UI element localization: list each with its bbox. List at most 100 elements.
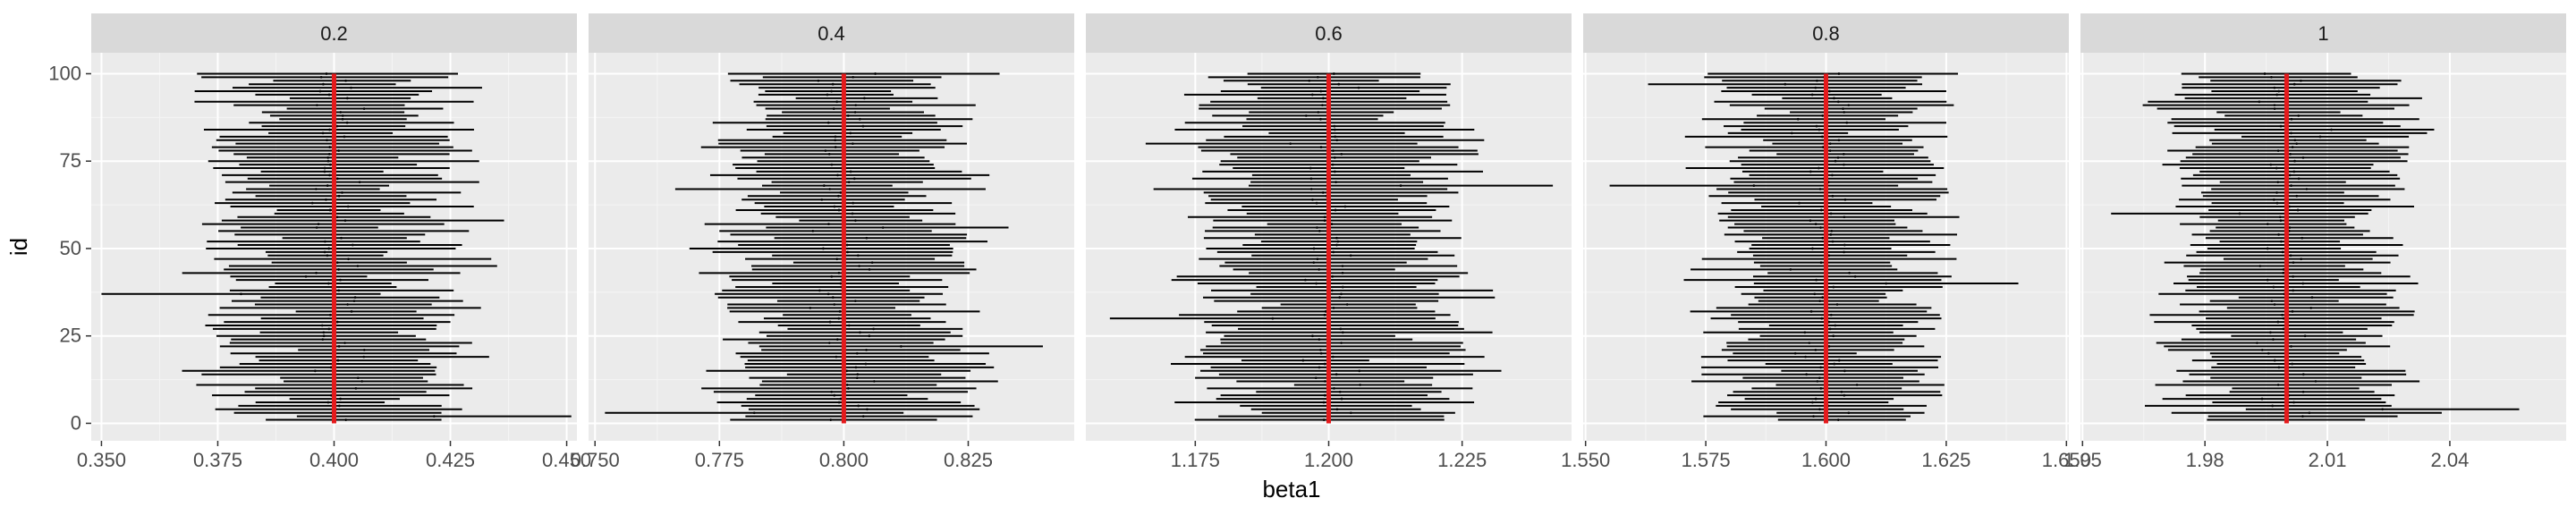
- point-estimate: [337, 345, 341, 348]
- point-estimate: [2266, 247, 2269, 250]
- point-estimate: [837, 208, 841, 212]
- point-estimate: [327, 93, 331, 97]
- point-estimate: [328, 313, 332, 317]
- point-estimate: [346, 303, 350, 306]
- point-estimate: [2279, 124, 2283, 128]
- facet-strip: [589, 13, 1074, 53]
- point-estimate: [2272, 285, 2275, 289]
- x-tick-label: 1.200: [1304, 449, 1353, 471]
- point-estimate: [837, 401, 841, 404]
- point-estimate: [1803, 331, 1807, 334]
- point-estimate: [2282, 327, 2285, 331]
- point-estimate: [1837, 359, 1841, 362]
- x-tick-label: 0.350: [77, 449, 126, 471]
- point-estimate: [1796, 117, 1800, 121]
- point-estimate: [1812, 415, 1815, 418]
- point-estimate: [874, 72, 877, 75]
- point-estimate: [323, 170, 326, 173]
- point-estimate: [1335, 236, 1338, 240]
- y-tick-label: 25: [60, 325, 81, 347]
- point-estimate: [1828, 149, 1832, 152]
- point-estimate: [1842, 152, 1845, 156]
- point-estimate: [1399, 184, 1402, 187]
- point-estimate: [1752, 184, 1756, 187]
- point-estimate: [2318, 135, 2322, 139]
- point-estimate: [856, 254, 860, 258]
- point-estimate: [1304, 278, 1307, 282]
- point-estimate: [2291, 362, 2294, 366]
- panel-background: [589, 53, 1074, 441]
- point-estimate: [340, 236, 343, 240]
- point-estimate: [838, 309, 842, 313]
- point-estimate: [341, 190, 343, 194]
- x-tick-label: 0.375: [193, 449, 242, 471]
- point-estimate: [861, 124, 865, 128]
- point-estimate: [839, 282, 843, 285]
- point-estimate: [835, 338, 839, 342]
- point-estimate: [1330, 289, 1334, 292]
- facet-panel-1: 1 1.95 1.98 2.01 2.04: [2063, 13, 2566, 471]
- point-estimate: [1335, 139, 1339, 142]
- x-tick-label: 0.400: [309, 449, 359, 471]
- point-estimate: [834, 139, 837, 142]
- point-estimate: [320, 324, 324, 327]
- point-estimate: [1804, 355, 1807, 359]
- point-estimate: [319, 75, 323, 79]
- x-tick-label: 0.775: [695, 449, 744, 471]
- point-estimate: [1843, 111, 1846, 114]
- point-estimate: [1289, 142, 1292, 146]
- point-estimate: [1836, 156, 1840, 159]
- point-estimate: [861, 415, 865, 418]
- point-estimate: [1335, 408, 1339, 411]
- point-estimate: [1316, 226, 1318, 229]
- point-estimate: [865, 348, 868, 351]
- point-estimate: [1843, 198, 1847, 201]
- point-estimate: [335, 177, 339, 181]
- point-estimate: [2272, 198, 2275, 201]
- point-estimate: [353, 296, 357, 300]
- point-estimate: [1321, 97, 1325, 100]
- point-estimate: [304, 274, 308, 278]
- point-estimate: [1816, 79, 1818, 82]
- point-estimate: [752, 411, 756, 415]
- point-estimate: [845, 243, 849, 247]
- point-estimate: [1359, 384, 1362, 386]
- y-axis: 0 25 50 75 100: [48, 62, 91, 434]
- point-estimate: [2260, 397, 2264, 401]
- point-estimate: [2256, 342, 2258, 344]
- point-estimate: [853, 111, 857, 114]
- point-estimate: [1319, 351, 1323, 355]
- point-estimate: [826, 292, 830, 296]
- facet-strip: [1583, 13, 2069, 53]
- point-estimate: [1324, 309, 1327, 313]
- x-tick-label: 0.450: [542, 449, 591, 471]
- point-estimate: [1317, 111, 1320, 114]
- point-estimate: [2258, 100, 2261, 104]
- point-estimate: [2295, 194, 2299, 198]
- point-estimate: [323, 166, 326, 170]
- point-estimate: [1336, 240, 1340, 243]
- point-estimate: [1814, 348, 1818, 351]
- point-estimate: [1808, 342, 1811, 344]
- point-estimate: [866, 408, 869, 411]
- point-estimate: [820, 198, 824, 201]
- point-estimate: [1335, 373, 1338, 376]
- point-estimate: [1332, 149, 1335, 152]
- point-estimate: [326, 282, 330, 285]
- point-estimate: [1315, 282, 1318, 285]
- point-estimate: [2297, 114, 2301, 117]
- point-estimate: [326, 156, 330, 159]
- point-estimate: [1885, 282, 1888, 285]
- point-estimate: [1834, 324, 1837, 327]
- y-tick-label: 100: [48, 62, 81, 84]
- point-estimate: [859, 331, 861, 334]
- point-estimate: [1837, 139, 1841, 142]
- point-estimate: [827, 152, 831, 156]
- point-estimate: [1842, 107, 1844, 110]
- point-estimate: [852, 201, 855, 205]
- point-estimate: [1333, 156, 1336, 159]
- point-estimate: [1333, 128, 1336, 131]
- point-estimate: [1848, 271, 1852, 274]
- facet-panel-0.8: 0.8 1.550 1.575 1.600 1.625 1.650: [1561, 13, 2091, 471]
